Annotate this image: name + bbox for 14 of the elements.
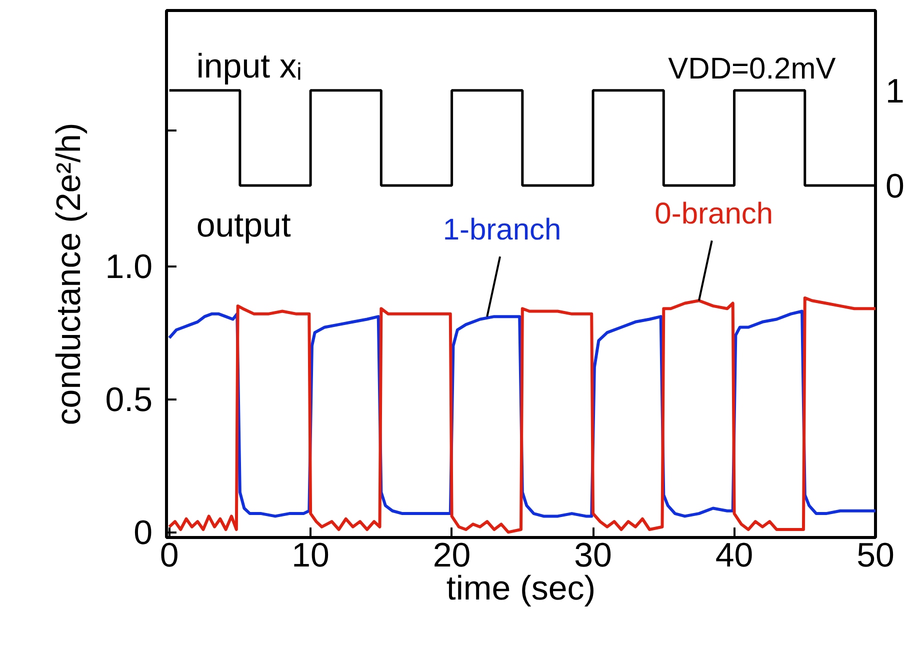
y2-tick-label: 0 [886, 168, 904, 206]
annotation: input xᵢ [196, 48, 302, 86]
annotation: output [196, 206, 292, 245]
y-tick-label: 1.0 [105, 248, 152, 286]
annotation: VDD=0.2mV [668, 52, 836, 86]
x-tick-label: 50 [856, 536, 894, 574]
y-axis-title: conductance (2e²/h) [50, 122, 88, 426]
y2-tick-label: 1 [886, 72, 904, 110]
annotation: 0-branch [654, 198, 774, 231]
y-tick-label: 0.5 [105, 381, 152, 420]
x-tick-label: 0 [160, 536, 179, 574]
x-tick-label: 10 [292, 536, 330, 574]
annotation: 1-branch [442, 214, 562, 247]
x-tick-label: 40 [715, 536, 754, 574]
